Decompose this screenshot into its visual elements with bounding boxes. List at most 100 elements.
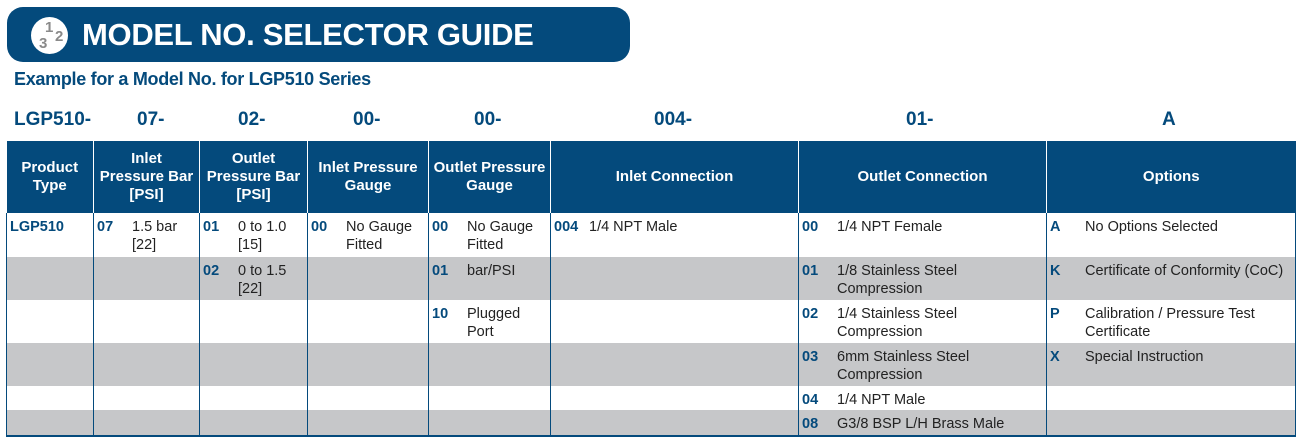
option-code: 02 xyxy=(802,306,819,322)
page-title: MODEL NO. SELECTOR GUIDE xyxy=(82,17,534,52)
table-cell: 01 1/8 Stainless Steel Compression xyxy=(798,257,1047,300)
table-row: 10 Plugged Port 02 1/4 Stainless Steel Comp… xyxy=(6,300,1296,343)
model-part: 004- xyxy=(654,109,693,130)
table-cell: 03 6mm Stainless Steel Compression xyxy=(798,343,1047,386)
model-part: 02- xyxy=(238,109,266,130)
selector-table: Product Type Inlet Pressure Bar [PSI] Outl… xyxy=(6,141,1296,437)
table-row: LGP510 07 1.5 bar [22] 01 0 to 1.0 [15] 00 No … xyxy=(6,213,1296,257)
column-header: Outlet Connection xyxy=(798,141,1047,213)
option-code: 01 xyxy=(203,219,220,235)
table-cell: 00 No Gauge Fitted xyxy=(307,213,429,257)
option-code: 07 xyxy=(97,219,114,235)
table-cell xyxy=(93,386,200,410)
option-code: K xyxy=(1050,263,1061,279)
table-cell xyxy=(93,257,200,300)
option-description: Plugged Port xyxy=(467,306,521,340)
table-cell: 02 1/4 Stainless Steel Compression xyxy=(798,300,1047,343)
option-code: P xyxy=(1050,306,1060,322)
option-description: 1.5 bar [22] xyxy=(132,219,178,253)
table-cell xyxy=(199,343,308,386)
option-description: 1/4 NPT Male xyxy=(589,219,678,235)
table-cell xyxy=(6,343,94,386)
column-header: Options xyxy=(1046,141,1296,213)
column-header: Outlet Pressure Gauge xyxy=(428,141,551,213)
option-description: Special Instruction xyxy=(1085,349,1204,365)
option-description: Certificate of Conformity (CoC) xyxy=(1085,263,1284,279)
option-code: 004 xyxy=(554,219,579,235)
option-description: 6mm Stainless Steel Compression xyxy=(837,349,970,383)
table-cell xyxy=(6,410,94,437)
table-cell xyxy=(550,300,799,343)
table-cell xyxy=(6,386,94,410)
table-cell: 10 Plugged Port xyxy=(428,300,551,343)
option-code: LGP510 xyxy=(10,219,64,235)
table-cell xyxy=(428,343,551,386)
table-cell: 08 G3/8 BSP L/H Brass Male xyxy=(798,410,1047,437)
table-cell: 01 0 to 1.0 [15] xyxy=(199,213,308,257)
model-part: 07- xyxy=(137,109,165,130)
table-cell xyxy=(307,410,429,437)
option-description: G3/8 BSP L/H Brass Male xyxy=(837,416,1005,432)
table-row: 03 6mm Stainless Steel Compression X Specia… xyxy=(6,343,1296,386)
numbers-badge-icon: 1 2 3 xyxy=(31,17,68,54)
option-description: 1/4 NPT Male xyxy=(837,392,926,408)
option-code: 00 xyxy=(802,219,819,235)
table-cell: A No Options Selected xyxy=(1046,213,1296,257)
table-cell xyxy=(550,410,799,437)
table-cell xyxy=(550,343,799,386)
model-part: A xyxy=(1162,109,1176,130)
table-cell xyxy=(6,257,94,300)
table-cell xyxy=(428,386,551,410)
badge-digit: 1 xyxy=(45,19,54,36)
option-description: Calibration / Pressure Test Certificate xyxy=(1085,306,1255,340)
table-cell xyxy=(93,300,200,343)
option-description: 1/4 Stainless Steel Compression xyxy=(837,306,958,340)
title-banner: 1 2 3 MODEL NO. SELECTOR GUIDE xyxy=(7,7,630,62)
option-description: No Gauge Fitted xyxy=(346,219,413,253)
column-header: Inlet Pressure Bar [PSI] xyxy=(93,141,200,213)
option-code: 04 xyxy=(802,392,819,408)
option-description: No Options Selected xyxy=(1085,219,1218,235)
option-code: 00 xyxy=(311,219,328,235)
option-code: 08 xyxy=(802,416,819,432)
option-code: A xyxy=(1050,219,1061,235)
table-cell xyxy=(93,343,200,386)
option-description: 1/4 NPT Female xyxy=(837,219,943,235)
table-cell xyxy=(307,386,429,410)
table-cell: P Calibration / Pressure Test Certificate xyxy=(1046,300,1296,343)
badge-digit: 2 xyxy=(55,28,64,45)
table-cell xyxy=(307,300,429,343)
model-part: 00- xyxy=(353,109,381,130)
table-cell xyxy=(550,257,799,300)
table-cell: 04 1/4 NPT Male xyxy=(798,386,1047,410)
option-description: bar/PSI xyxy=(467,263,516,279)
option-code: 02 xyxy=(203,263,220,279)
option-code: 00 xyxy=(432,219,449,235)
table-row: 08 G3/8 BSP L/H Brass Male xyxy=(6,410,1296,437)
table-cell xyxy=(307,257,429,300)
option-description: 0 to 1.5 [22] xyxy=(238,263,287,297)
table-cell: 02 0 to 1.5 [22] xyxy=(199,257,308,300)
table-cell xyxy=(307,343,429,386)
table-cell xyxy=(199,300,308,343)
option-code: X xyxy=(1050,349,1060,365)
option-code: 10 xyxy=(432,306,449,322)
table-cell: 00 1/4 NPT Female xyxy=(798,213,1047,257)
column-header: Outlet Pressure Bar [PSI] xyxy=(199,141,308,213)
table-row: 04 1/4 NPT Male xyxy=(6,386,1296,410)
table-row: 02 0 to 1.5 [22] 01 bar/PSI 01 1/8 Stainless … xyxy=(6,257,1296,300)
table-cell: 004 1/4 NPT Male xyxy=(550,213,799,257)
table-cell xyxy=(6,300,94,343)
table-cell xyxy=(1046,386,1296,410)
header-row: Product Type Inlet Pressure Bar [PSI] Outl… xyxy=(6,141,1296,213)
table-cell: 07 1.5 bar [22] xyxy=(93,213,200,257)
badge-digit: 3 xyxy=(39,35,48,52)
model-part: 01- xyxy=(906,109,934,130)
option-description: No Gauge Fitted xyxy=(467,219,534,253)
option-code: 01 xyxy=(802,263,819,279)
table-cell xyxy=(93,410,200,437)
option-code: 03 xyxy=(802,349,819,365)
model-part: 00- xyxy=(474,109,502,130)
option-description: 0 to 1.0 [15] xyxy=(238,219,287,253)
table-cell xyxy=(550,386,799,410)
